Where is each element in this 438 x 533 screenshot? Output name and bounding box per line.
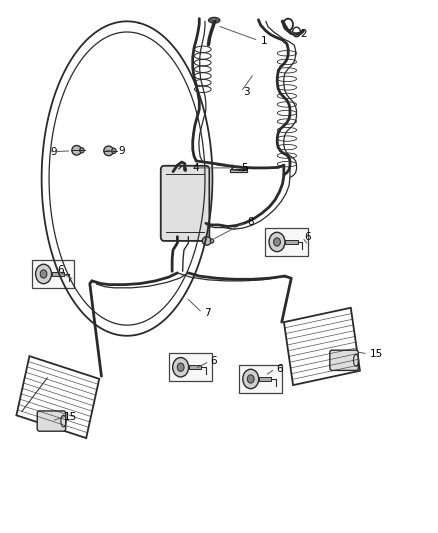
Bar [32,260,74,288]
Circle shape [40,270,47,278]
Text: 2: 2 [300,29,307,39]
Text: 6: 6 [276,364,283,374]
Text: 9: 9 [118,147,125,156]
Text: 9: 9 [50,147,57,157]
Ellipse shape [202,237,211,245]
Circle shape [274,238,280,246]
Ellipse shape [104,146,113,156]
Bar [239,365,282,393]
Text: 5: 5 [241,163,247,173]
Bar [265,228,308,256]
Bar [259,377,271,381]
Ellipse shape [208,18,219,23]
Text: 15: 15 [64,412,77,422]
Text: 8: 8 [247,217,254,227]
Circle shape [210,19,212,22]
FancyBboxPatch shape [161,166,209,241]
Circle shape [177,363,184,372]
Bar [230,169,247,172]
Ellipse shape [80,148,84,153]
Bar [189,365,201,369]
Text: 6: 6 [57,265,64,275]
Circle shape [173,358,189,377]
FancyBboxPatch shape [37,411,66,431]
Ellipse shape [210,239,214,243]
Circle shape [35,264,52,284]
Text: 15: 15 [370,350,383,359]
Ellipse shape [72,146,81,155]
Text: 1: 1 [261,36,267,45]
Text: 3: 3 [243,87,250,96]
Circle shape [269,232,285,252]
Text: 6: 6 [210,357,217,366]
Circle shape [243,369,259,389]
Circle shape [247,375,254,383]
Text: 4: 4 [193,163,199,173]
Text: 6: 6 [304,232,311,242]
Bar [52,272,64,276]
FancyBboxPatch shape [330,350,358,370]
Circle shape [216,19,219,22]
Ellipse shape [112,148,116,154]
Bar [169,353,212,381]
Bar [285,240,297,244]
Text: 7: 7 [204,308,210,318]
